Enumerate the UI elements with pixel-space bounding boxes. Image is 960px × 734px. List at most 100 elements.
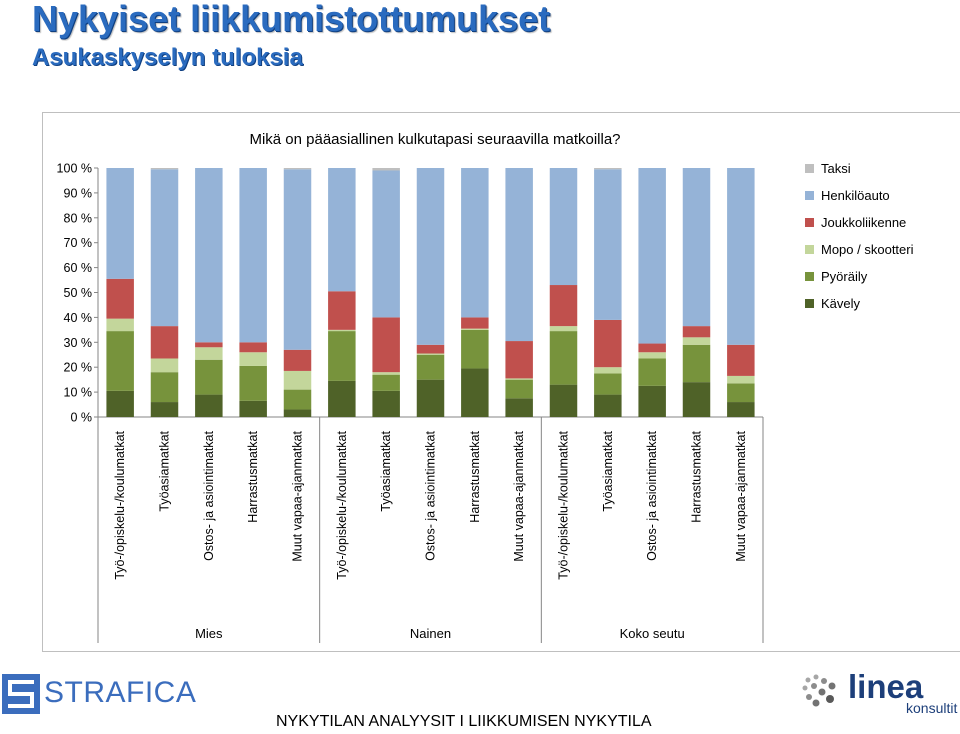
bar-segment (195, 394, 223, 417)
bar-segment (150, 169, 179, 327)
bar-segment (106, 318, 134, 332)
linea-logo-text: linea (848, 668, 924, 705)
bar-segment (239, 342, 267, 353)
bar-segment (682, 326, 711, 338)
x-category-label: Työasiamatkat (601, 430, 615, 511)
bar-segment (195, 168, 223, 343)
bar-segment (727, 168, 755, 345)
x-category-label: Ostos- ja asiointimatkat (424, 430, 438, 560)
bar-segment (549, 285, 578, 327)
x-category-label: Harrastusmatkat (468, 430, 482, 522)
bar-segment (682, 337, 711, 345)
bar-segment (549, 168, 578, 286)
bar-segment (372, 390, 400, 417)
x-category-label: Harrastusmatkat (246, 430, 260, 522)
legend-swatch (805, 272, 814, 281)
x-category-label: Työasiamatkat (158, 430, 172, 511)
bar-segment (328, 380, 356, 417)
bar-segment (106, 278, 134, 319)
page-subtitle: Asukaskyselyn tuloksia (32, 44, 303, 71)
y-tick-label: 90 % (64, 186, 93, 200)
bar-segment (150, 372, 179, 403)
bar-segment (594, 373, 622, 395)
bar-segment (372, 372, 400, 375)
bar-segment (328, 331, 356, 381)
bar-segment (638, 358, 666, 386)
linea-dots-icon (802, 674, 836, 707)
y-tick-label: 70 % (64, 236, 93, 250)
bar-segment (372, 317, 400, 373)
x-category-label: Työasiamatkat (379, 430, 393, 511)
x-category-label: Harrastusmatkat (690, 430, 704, 522)
stacked-bar-chart: Mikä on pääasiallinen kulkutapasi seuraa… (57, 131, 914, 643)
bar-segment (372, 374, 400, 391)
bar-segment (594, 169, 622, 320)
bar-segment (283, 168, 312, 170)
y-tick-label: 50 % (64, 286, 93, 300)
bar-segment (150, 402, 179, 417)
bar-segment (283, 409, 312, 417)
strafica-logo-icon (2, 674, 40, 714)
bar-segment (328, 291, 356, 330)
group-label: Koko seutu (620, 626, 685, 641)
bar-segment (727, 375, 755, 384)
bar-segment (682, 382, 711, 417)
x-category-label: Ostos- ja asiointimatkat (645, 430, 659, 560)
bar-segment (106, 168, 134, 279)
bar-segment (727, 344, 755, 376)
bar-segment (638, 168, 666, 344)
legend-swatch (805, 164, 814, 173)
bar-segment (638, 343, 666, 353)
bar-segment (150, 326, 179, 359)
bar-segment (461, 368, 489, 417)
bar-segment (283, 169, 312, 350)
bar-segment (505, 398, 533, 417)
legend-label: Kävely (821, 296, 861, 311)
bar-segment (549, 331, 578, 385)
bar-segment (505, 168, 533, 342)
bar-segment (150, 358, 179, 373)
chart-title: Mikä on pääasiallinen kulkutapasi seuraa… (249, 131, 620, 148)
page-title: Nykyiset liikkumistottumukset (32, 0, 551, 39)
y-tick-label: 0 % (70, 411, 92, 425)
bar-segment (195, 347, 223, 360)
bar-segment (549, 384, 578, 417)
bar-segment (328, 168, 356, 292)
footer-text: NYKYTILAN ANALYYSIT I LIIKKUMISEN NYKYTI… (276, 713, 652, 730)
x-category-label: Muut vapaa-ajanmatkat (734, 430, 748, 561)
bar-segment (638, 352, 666, 359)
y-tick-label: 60 % (64, 261, 93, 275)
bar-segment (505, 378, 533, 380)
y-tick-label: 30 % (64, 336, 93, 350)
bar-segment (727, 383, 755, 403)
bar-segment (505, 379, 533, 399)
bar-segment (372, 168, 400, 171)
bar-segment (416, 344, 445, 354)
y-tick-label: 10 % (64, 386, 93, 400)
bar-segment (283, 389, 312, 410)
bar-segment (461, 168, 489, 318)
bar-segment (416, 379, 445, 417)
bar-segment (727, 402, 755, 417)
konsultit-logo-text: konsultit (906, 700, 958, 716)
bar-segment (594, 319, 622, 368)
bar-segment (549, 326, 578, 332)
legend-swatch (805, 218, 814, 227)
bar-segment (594, 367, 622, 374)
bar-segment (505, 341, 533, 379)
bar-segment (239, 168, 267, 343)
bar-segment (239, 400, 267, 417)
x-category-label: Työ-/opiskelu-/koulumatkat (557, 430, 571, 579)
bar-segment (239, 352, 267, 366)
bar-segment (594, 168, 622, 170)
bar-segment (682, 344, 711, 383)
bar-segment (372, 170, 400, 318)
bar-segment (416, 353, 445, 355)
legend-label: Henkilöauto (821, 188, 890, 203)
bar-segment (461, 329, 489, 369)
legend-swatch (805, 299, 814, 308)
y-tick-label: 20 % (64, 361, 93, 375)
x-category-label: Työ-/opiskelu-/koulumatkat (335, 430, 349, 579)
legend-label: Mopo / skootteri (821, 242, 914, 257)
bar-segment (461, 317, 489, 329)
